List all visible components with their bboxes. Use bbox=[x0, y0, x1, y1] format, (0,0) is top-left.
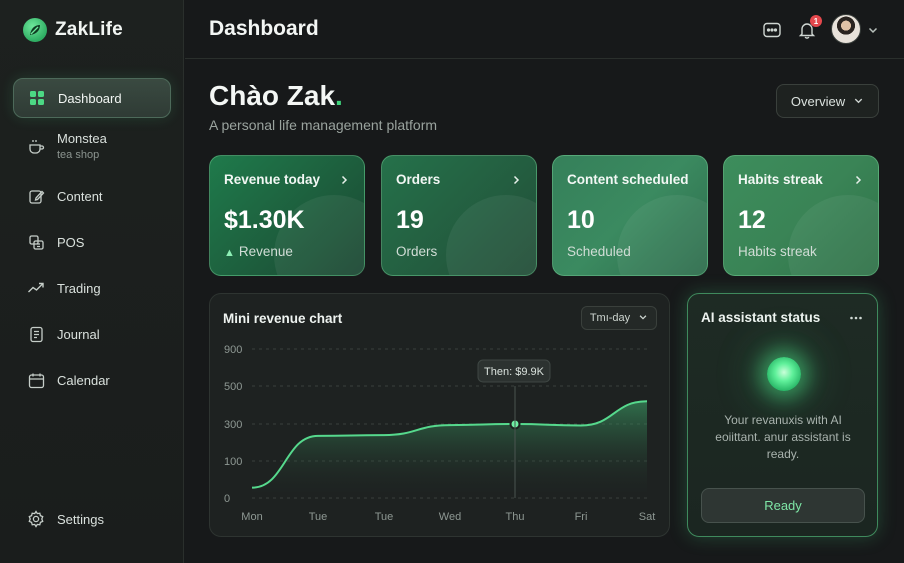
sidebar-item-trading[interactable]: Trading bbox=[13, 268, 171, 308]
card-value: 10 bbox=[567, 206, 595, 234]
overview-select-label: Overview bbox=[790, 93, 846, 109]
x-tick-label: Wed bbox=[439, 511, 461, 523]
card-value: 12 bbox=[738, 206, 766, 234]
chart-title: Mini revenue chart bbox=[223, 311, 343, 326]
chevron-down-icon bbox=[638, 312, 648, 325]
sidebar-item-settings[interactable]: Settings bbox=[13, 499, 171, 539]
card-sub-label: Revenue bbox=[238, 244, 293, 259]
sidebar-item-monstea[interactable]: Monstea tea shop bbox=[13, 124, 171, 170]
y-tick-label: 900 bbox=[224, 344, 242, 356]
edit-icon bbox=[27, 187, 45, 205]
sidebar-item-journal[interactable]: Journal bbox=[13, 314, 171, 354]
card-subtitle: Scheduled bbox=[567, 244, 631, 259]
card-decoration bbox=[617, 195, 707, 275]
sidebar-item-label: Content bbox=[57, 188, 103, 204]
sidebar-item-calendar[interactable]: Calendar bbox=[13, 360, 171, 400]
gear-icon bbox=[27, 510, 45, 528]
card-subtitle: Habits streak bbox=[738, 244, 817, 259]
sidebar-item-dashboard[interactable]: Dashboard bbox=[13, 78, 171, 118]
leaf-logo-icon bbox=[23, 18, 47, 42]
card-subtitle: Orders bbox=[396, 244, 438, 259]
card-value: 19 bbox=[396, 206, 424, 234]
sidebar-item-label: Journal bbox=[57, 326, 100, 342]
brand-name: ZakLife bbox=[55, 19, 123, 40]
greeting: Chào Zak. bbox=[209, 80, 343, 112]
sidebar-item-sublabel: tea shop bbox=[57, 149, 100, 162]
x-tick-label: Sat bbox=[639, 511, 656, 523]
sidebar-item-label: Calendar bbox=[57, 372, 110, 388]
x-tick-label: Mon bbox=[241, 511, 262, 523]
card-title: Habits streak bbox=[738, 172, 823, 187]
sidebar-item-pos[interactable]: POS bbox=[13, 222, 171, 262]
tooltip-label: Then: $9.9K bbox=[484, 366, 545, 378]
x-tick-label: Thu bbox=[506, 511, 525, 523]
sidebar-item-label: Dashboard bbox=[58, 90, 122, 106]
revenue-chart-panel: 900 500 300 100 0 Mon Tue Tue Wed Thu Fri Sat Then: … bbox=[209, 293, 670, 537]
card-value: $1.30K bbox=[224, 206, 305, 234]
ready-button[interactable]: Ready bbox=[701, 488, 865, 523]
status-orb-icon bbox=[767, 357, 801, 391]
trend-icon bbox=[27, 279, 45, 297]
cup-icon bbox=[27, 138, 45, 156]
sidebar-nav: Dashboard Monstea tea shop Content bbox=[13, 78, 171, 406]
settings-label: Settings bbox=[57, 511, 104, 527]
x-tick-label: Tue bbox=[375, 511, 394, 523]
area-fill bbox=[252, 401, 647, 498]
sidebar-item-label: POS bbox=[57, 234, 85, 250]
x-tick-label: Tue bbox=[309, 511, 328, 523]
card-title: Orders bbox=[396, 172, 441, 187]
x-tick-label: Fri bbox=[575, 511, 588, 523]
page-title: Dashboard bbox=[209, 17, 319, 40]
journal-icon bbox=[27, 325, 45, 343]
sidebar-item-text: Monstea tea shop bbox=[57, 131, 107, 162]
brand[interactable]: ZakLife bbox=[23, 18, 123, 42]
greeting-dot: . bbox=[335, 80, 343, 111]
range-select[interactable]: Tmı-day bbox=[581, 306, 657, 330]
y-tick-label: 500 bbox=[224, 381, 242, 393]
stat-card-content[interactable]: Content scheduled 10 Scheduled bbox=[552, 155, 708, 276]
range-select-label: Tmı-day bbox=[589, 312, 631, 324]
card-title: Revenue today bbox=[224, 172, 321, 187]
ai-panel-title: AI assistant status bbox=[701, 310, 821, 325]
stat-card-habits[interactable]: Habits streak 12 Habits streak bbox=[723, 155, 879, 276]
chevron-down-icon[interactable] bbox=[867, 23, 879, 35]
top-header: Dashboard 1 bbox=[185, 0, 904, 59]
trend-up-icon: ▲ bbox=[224, 247, 235, 259]
stat-card-revenue[interactable]: Revenue today $1.30K ▲ Revenue bbox=[209, 155, 365, 276]
sidebar-item-label: Trading bbox=[57, 280, 101, 296]
card-title: Content scheduled bbox=[567, 172, 689, 187]
more-horizontal-icon[interactable] bbox=[849, 311, 863, 325]
register-icon bbox=[27, 233, 45, 251]
card-decoration bbox=[788, 195, 878, 275]
sidebar-item-label: Monstea bbox=[57, 131, 107, 147]
stat-card-orders[interactable]: Orders 19 Orders bbox=[381, 155, 537, 276]
chat-icon[interactable] bbox=[762, 20, 782, 40]
sidebar-item-content[interactable]: Content bbox=[13, 176, 171, 216]
series-line bbox=[251, 400, 648, 489]
tooltip-box bbox=[477, 359, 551, 383]
chevron-right-icon bbox=[338, 173, 350, 185]
greeting-text: Chào Zak bbox=[209, 80, 336, 111]
revenue-chart: 900 500 300 100 0 Mon Tue Tue Wed Thu Fri Sat Then: … bbox=[224, 344, 656, 523]
chevron-right-icon bbox=[510, 173, 522, 185]
overview-select[interactable]: Overview bbox=[776, 84, 879, 118]
calendar-icon bbox=[27, 371, 45, 389]
ai-status-message: Your revanuxis with AI eoiittant. anur a… bbox=[715, 413, 851, 461]
y-tick-label: 0 bbox=[224, 493, 230, 505]
bell-icon[interactable]: 1 bbox=[797, 15, 822, 40]
subtitle: A personal life management platform bbox=[209, 117, 438, 133]
chevron-down-icon bbox=[853, 94, 864, 109]
notification-badge: 1 bbox=[810, 15, 822, 27]
grid-icon bbox=[28, 89, 46, 107]
y-tick-label: 100 bbox=[224, 456, 242, 468]
avatar[interactable] bbox=[831, 14, 861, 44]
card-subtitle: ▲ Revenue bbox=[224, 244, 293, 259]
card-decoration bbox=[446, 195, 536, 275]
ai-assistant-panel: AI assistant status Your revanuxis with … bbox=[687, 293, 878, 537]
chevron-right-icon bbox=[852, 173, 864, 185]
y-tick-label: 300 bbox=[224, 419, 242, 431]
sidebar: ZakLife Dashboard Monstea tea shop bbox=[0, 0, 184, 563]
